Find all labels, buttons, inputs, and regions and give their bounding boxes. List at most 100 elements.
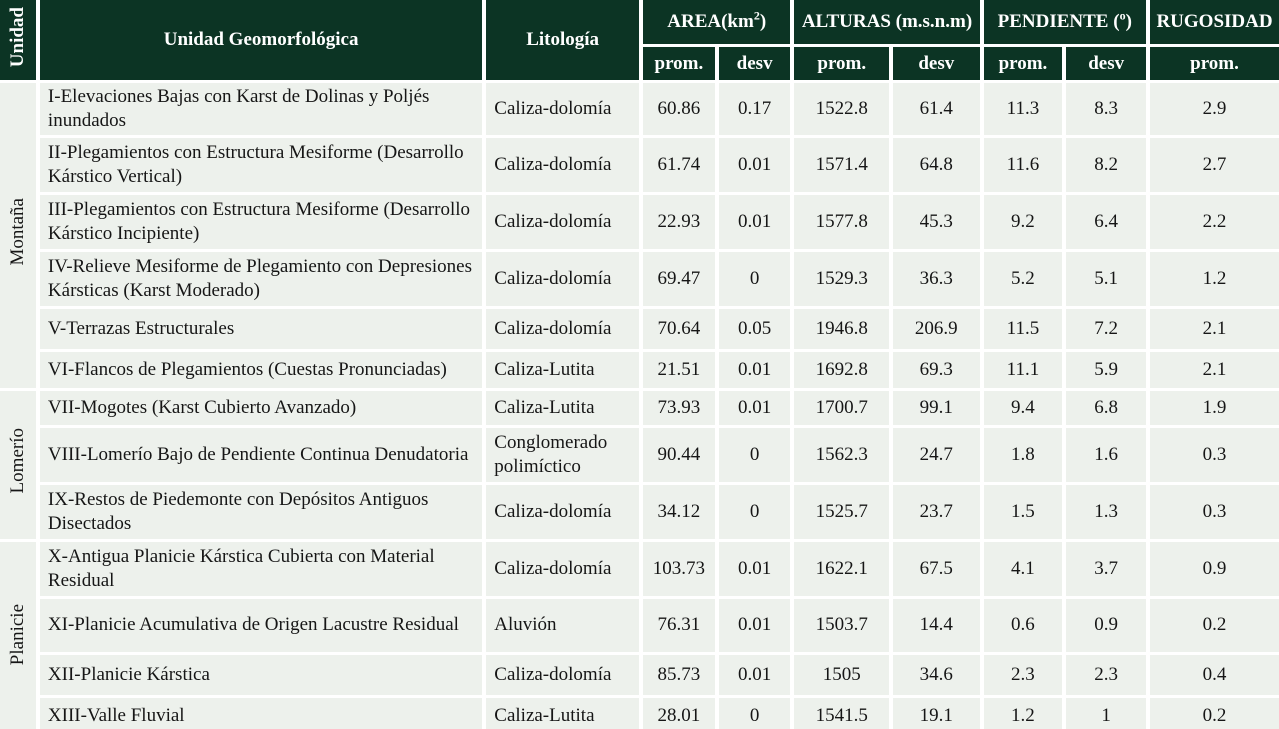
value-cell: 0.3: [1150, 427, 1279, 482]
header-pendiente-close: ): [1125, 11, 1132, 32]
table-row: XII-Planicie Kárstica Caliza-dolomía 85.73…: [0, 654, 1279, 695]
value-cell: 1.9: [1150, 390, 1279, 425]
header-pendiente-degree: o: [1119, 8, 1126, 23]
value-cell: 69.3: [893, 351, 980, 388]
value-cell: 6.4: [1066, 194, 1146, 249]
value-cell: 21.51: [642, 351, 715, 388]
value-cell: 76.31: [642, 598, 715, 652]
lithology-cell: Caliza-Lutita: [486, 351, 639, 388]
header-area-text: AREA(km: [667, 11, 754, 32]
unit-name-cell: XII-Planicie Kárstica: [39, 654, 483, 695]
group-label-cell: Planicie: [0, 541, 36, 729]
table-row: IV-Relieve Mesiforme de Plegamiento con …: [0, 251, 1279, 306]
lithology-cell: Caliza-dolomía: [486, 484, 639, 539]
value-cell: 28.01: [642, 697, 715, 729]
value-cell: 0.05: [718, 308, 791, 349]
unit-name-cell: XIII-Valle Fluvial: [39, 697, 483, 729]
header-area-desv: desv: [718, 47, 791, 80]
value-cell: 34.6: [893, 654, 980, 695]
header-row-sub: prom. desv prom. desv prom. desv prom.: [0, 47, 1279, 80]
table-row: V-Terrazas Estructurales Caliza-dolomía 70…: [0, 308, 1279, 349]
unit-name-cell: IX-Restos de Piedemonte con Depósitos An…: [39, 484, 483, 539]
value-cell: 1505: [794, 654, 890, 695]
value-cell: 36.3: [893, 251, 980, 306]
lithology-cell: Conglomerado polimíctico: [486, 427, 639, 482]
value-cell: 60.86: [642, 83, 715, 135]
value-cell: 61.4: [893, 83, 980, 135]
unit-name-cell: XI-Planicie Acumulativa de Origen Lacust…: [39, 598, 483, 652]
value-cell: 0.01: [718, 390, 791, 425]
value-cell: 0: [718, 251, 791, 306]
lithology-cell: Aluvión: [486, 598, 639, 652]
value-cell: 0: [718, 484, 791, 539]
header-pendiente-prom: prom.: [983, 47, 1063, 80]
value-cell: 1.8: [983, 427, 1063, 482]
value-cell: 1622.1: [794, 541, 890, 596]
value-cell: 11.5: [983, 308, 1063, 349]
value-cell: 5.9: [1066, 351, 1146, 388]
group-label: Lomerío: [7, 428, 29, 494]
unit-name-cell: VIII-Lomerío Bajo de Pendiente Continua …: [39, 427, 483, 482]
value-cell: 2.1: [1150, 351, 1279, 388]
value-cell: 1562.3: [794, 427, 890, 482]
value-cell: 0.01: [718, 598, 791, 652]
value-cell: 24.7: [893, 427, 980, 482]
header-unidad-geomorfologica: Unidad Geomorfológica: [39, 0, 483, 80]
value-cell: 1.3: [1066, 484, 1146, 539]
value-cell: 0.3: [1150, 484, 1279, 539]
value-cell: 2.2: [1150, 194, 1279, 249]
value-cell: 0.01: [718, 194, 791, 249]
value-cell: 1571.4: [794, 137, 890, 192]
value-cell: 1529.3: [794, 251, 890, 306]
lithology-cell: Caliza-dolomía: [486, 83, 639, 135]
table-row: Montaña I-Elevaciones Bajas con Karst de …: [0, 83, 1279, 388]
value-cell: 2.3: [983, 654, 1063, 695]
header-rugosidad-prom: prom.: [1150, 47, 1279, 80]
table-row: IX-Restos de Piedemonte con Depósitos An…: [0, 484, 1279, 539]
table-row: Lomerío VII-Mogotes (Karst Cubierto Avanz…: [0, 390, 1279, 539]
value-cell: 67.5: [893, 541, 980, 596]
value-cell: 1.5: [983, 484, 1063, 539]
value-cell: 1525.7: [794, 484, 890, 539]
value-cell: 1522.8: [794, 83, 890, 135]
value-cell: 70.64: [642, 308, 715, 349]
header-area-superscript: 2: [753, 8, 760, 23]
value-cell: 2.7: [1150, 137, 1279, 192]
value-cell: 0.6: [983, 598, 1063, 652]
header-area: AREA(km2): [642, 0, 791, 44]
value-cell: 99.1: [893, 390, 980, 425]
value-cell: 206.9: [893, 308, 980, 349]
lithology-cell: Caliza-dolomía: [486, 194, 639, 249]
table-row: II-Plegamientos con Estructura Mesiforme…: [0, 137, 1279, 192]
value-cell: 1700.7: [794, 390, 890, 425]
value-cell: 2.1: [1150, 308, 1279, 349]
value-cell: 6.8: [1066, 390, 1146, 425]
header-unidad: Unidad: [0, 0, 36, 80]
header-pendiente-desv: desv: [1066, 47, 1146, 80]
header-pendiente-text: PENDIENTE (: [997, 11, 1120, 32]
header-rugosidad: RUGOSIDAD: [1150, 0, 1279, 44]
value-cell: 61.74: [642, 137, 715, 192]
table-body: Montaña I-Elevaciones Bajas con Karst de …: [0, 83, 1279, 729]
value-cell: 2.9: [1150, 83, 1279, 135]
value-cell: 22.93: [642, 194, 715, 249]
group-label-cell: Lomerío: [0, 390, 36, 539]
value-cell: 69.47: [642, 251, 715, 306]
value-cell: 23.7: [893, 484, 980, 539]
value-cell: 45.3: [893, 194, 980, 249]
table-row: VIII-Lomerío Bajo de Pendiente Continua …: [0, 427, 1279, 482]
value-cell: 0.01: [718, 137, 791, 192]
value-cell: 0.9: [1066, 598, 1146, 652]
value-cell: 0.01: [718, 351, 791, 388]
header-area-close: ): [759, 11, 767, 32]
value-cell: 2.3: [1066, 654, 1146, 695]
unit-name-cell: VII-Mogotes (Karst Cubierto Avanzado): [39, 390, 483, 425]
value-cell: 1692.8: [794, 351, 890, 388]
value-cell: 0.01: [718, 654, 791, 695]
value-cell: 4.1: [983, 541, 1063, 596]
unit-name-cell: V-Terrazas Estructurales: [39, 308, 483, 349]
lithology-cell: Caliza-dolomía: [486, 251, 639, 306]
value-cell: 0.4: [1150, 654, 1279, 695]
table-row: III-Plegamientos con Estructura Mesiform…: [0, 194, 1279, 249]
lithology-cell: Caliza-dolomía: [486, 308, 639, 349]
